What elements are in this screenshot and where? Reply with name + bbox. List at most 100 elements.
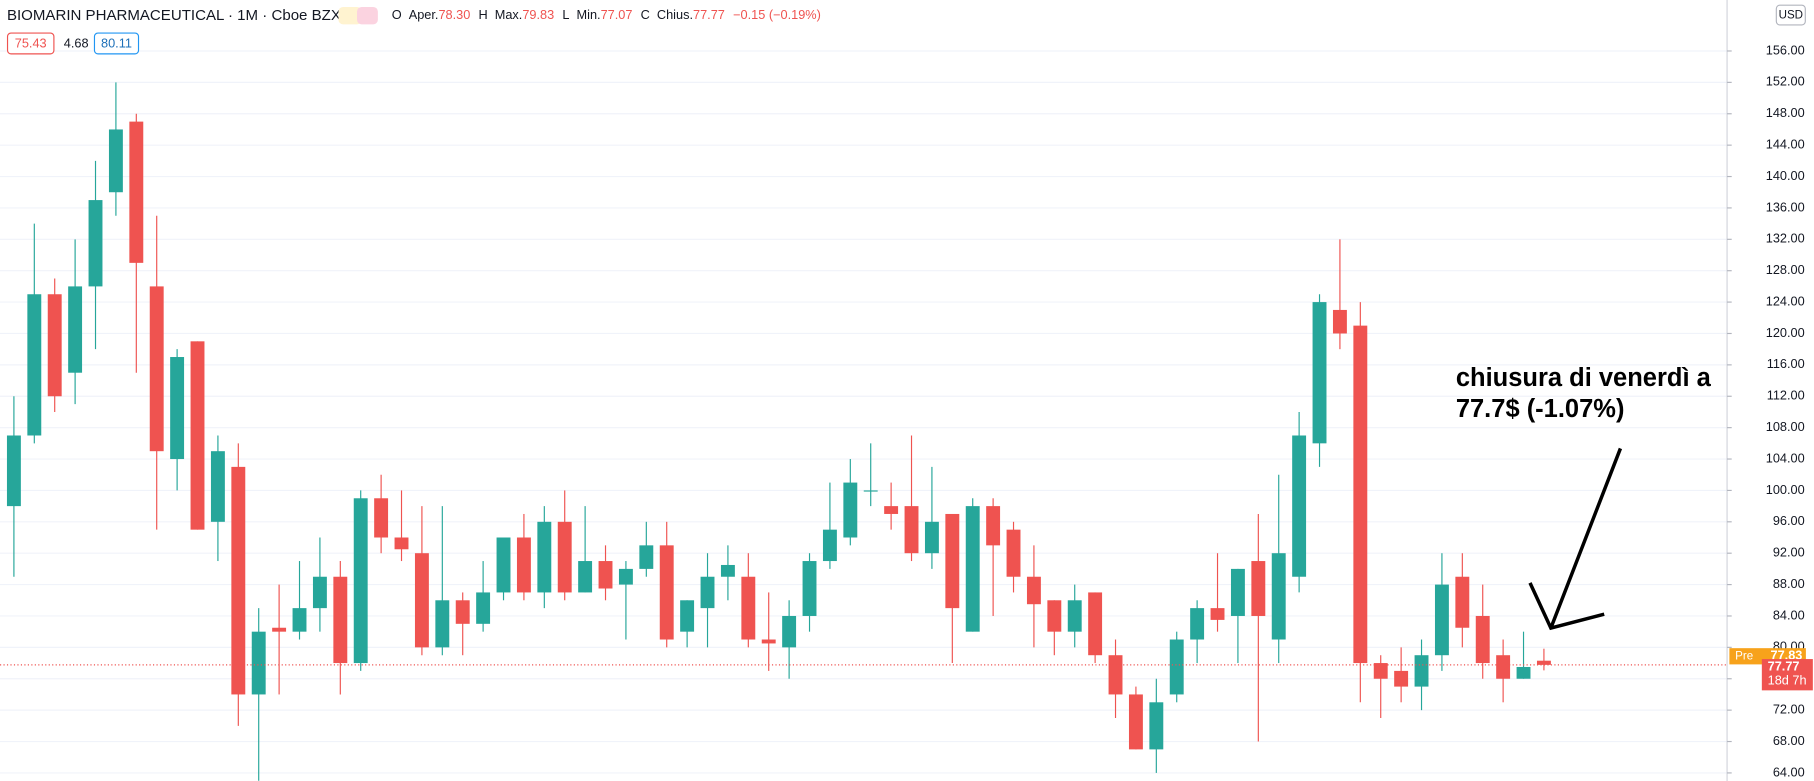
y-tick-label: 92.00 [1773,545,1805,560]
candle-body [1475,615,1490,664]
indicator-value: 80.11 [101,35,132,50]
y-tick-label: 88.00 [1773,576,1805,591]
candle-body [374,498,389,538]
candle-body [1230,568,1245,616]
candle-body [598,561,613,589]
candle-body [1353,325,1368,664]
candle-body [455,600,470,624]
candle-body [333,576,348,664]
candle-body [68,286,83,373]
grid [0,50,1728,774]
candle-body [965,506,980,632]
y-tick-label: 140.00 [1766,168,1805,183]
candle-body [1149,702,1164,750]
indicator-value: 75.43 [15,35,47,50]
candle-body [1190,608,1205,640]
candle-body [1414,655,1429,687]
candles [6,82,1551,781]
candle-body [720,564,735,577]
y-tick-label: 120.00 [1766,325,1805,340]
candle-body [1026,576,1041,605]
last-price-label: 77.77 [1768,659,1800,674]
candle-body [190,341,205,530]
candle-body [863,490,878,492]
candle-body [618,568,633,585]
o: O [392,8,402,23]
l-name: Min. [577,8,601,23]
candle-body [292,608,307,632]
candle-body [1067,600,1082,632]
candle-body [680,600,695,632]
y-tick-label: 112.00 [1767,388,1805,403]
indicator-box [93,32,140,55]
candle-body [210,451,225,522]
candle-body [1251,561,1266,616]
candle-body [272,627,287,632]
countdown: 18d 7h [1768,672,1807,687]
candle-body [1292,435,1307,577]
candle-body [945,513,960,609]
candle-body [435,600,450,648]
candle-body [1496,655,1511,679]
annotation: 77.7$ (-1.07%) [1456,395,1625,423]
candle-body [1332,309,1347,334]
y-tick-label: 124.00 [1766,293,1805,308]
pre-price-label: 77.83 [1771,648,1803,663]
delay-icon [357,6,378,25]
candle-body [1516,666,1531,679]
candle-body [822,529,837,562]
candle-body [1088,592,1103,656]
c: C [641,8,650,23]
y-tick-label: 152.00 [1766,74,1805,89]
last-price-tag [1761,659,1813,691]
candle-body [537,521,552,593]
candle-body [1006,529,1021,577]
candle-body [1108,655,1123,695]
y-tick-label: 132.00 [1766,231,1805,246]
candle-body [1047,600,1062,632]
price-axis: 64.0068.0072.0076.0080.0084.0088.0092.00… [1727,42,1805,779]
y-tick-label: 156.00 [1766,42,1805,57]
c-name: Chius. [657,8,693,23]
candle-body [802,561,817,616]
y-tick-label: 96.00 [1773,513,1805,528]
candle-body [557,521,572,593]
candle-body [170,357,185,460]
indicator-box [6,32,55,55]
candle-body [700,576,715,609]
candle-body [1394,670,1409,687]
candle-body [659,545,674,640]
candle-body [353,498,368,664]
l: L [562,8,569,23]
y-tick-label: 108.00 [1766,419,1805,434]
candle-body [476,592,491,624]
candle-body [47,294,62,397]
h-name: Max. [495,8,523,23]
y-tick-label: 64.00 [1773,764,1805,779]
candle-body [1128,694,1143,750]
change: −0.15 (−0.19%) [733,8,821,23]
l-value: 77.07 [601,8,633,23]
o-value: 78.30 [438,8,470,23]
candle-body [312,576,327,609]
y-tick-label: 84.00 [1773,607,1805,622]
candle-body [27,294,42,436]
indicator-value: 4.68 [64,35,89,50]
candle-body [1455,576,1470,628]
candle-body [843,482,858,538]
y-tick-label: 128.00 [1766,262,1805,277]
h: H [479,8,488,23]
candle-body [516,537,531,593]
candle-body [414,553,429,648]
y-tick-label: 136.00 [1766,199,1805,214]
o-name: Aper. [409,8,439,23]
candle-body [1271,553,1286,640]
candle-body [1536,660,1551,665]
market-icon [338,6,362,25]
candle-body [639,545,654,569]
candle-body [88,200,103,287]
y-tick-label: 148.00 [1766,105,1805,120]
